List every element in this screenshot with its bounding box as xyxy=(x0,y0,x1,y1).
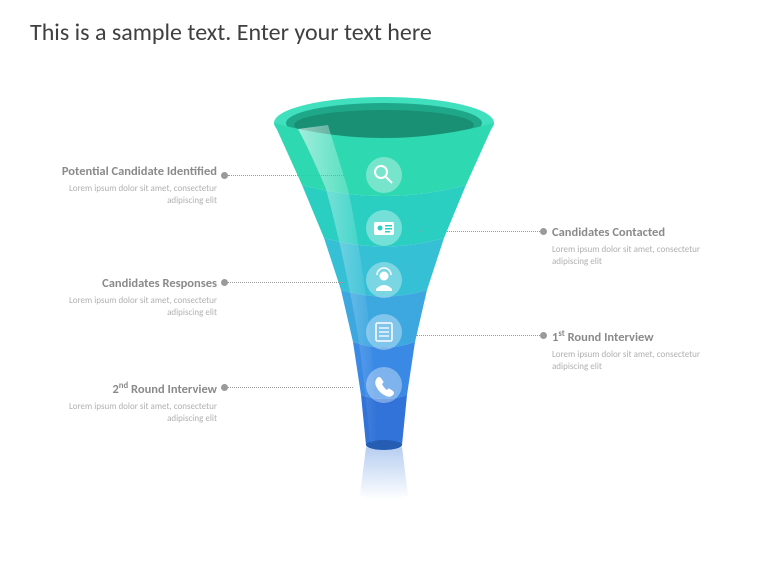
label-candidates-contacted: Candidates Contacted Lorem ipsum dolor s… xyxy=(552,225,737,268)
label-title: 1st Round Interview xyxy=(552,329,737,346)
funnel-diagram xyxy=(270,95,498,515)
leader-dot xyxy=(540,228,547,235)
leader-line xyxy=(228,387,353,388)
label-subtext: Lorem ipsum dolor sit amet, consectetur … xyxy=(552,349,737,373)
label-potential-candidate: Potential Candidate Identified Lorem ips… xyxy=(32,164,217,207)
label-title: 2nd Round Interview xyxy=(32,381,217,398)
label-subtext: Lorem ipsum dolor sit amet, consectetur … xyxy=(32,401,217,425)
label-subtext: Lorem ipsum dolor sit amet, consectetur … xyxy=(552,244,737,268)
segment-icon-search xyxy=(366,157,402,193)
segment-icon-phone xyxy=(366,367,402,403)
leader-dot xyxy=(221,279,228,286)
label-first-round-interview: 1st Round Interview Lorem ipsum dolor si… xyxy=(552,329,737,373)
label-title: Candidates Responses xyxy=(32,276,217,292)
segment-icon-checklist xyxy=(366,314,402,350)
leader-dot xyxy=(540,332,547,339)
label-candidates-responses: Candidates Responses Lorem ipsum dolor s… xyxy=(32,276,217,319)
leader-line xyxy=(228,282,343,283)
leader-line xyxy=(228,175,346,176)
leader-dot xyxy=(221,172,228,179)
leader-dot xyxy=(221,384,228,391)
label-subtext: Lorem ipsum dolor sit amet, consectetur … xyxy=(32,183,217,207)
label-subtext: Lorem ipsum dolor sit amet, consectetur … xyxy=(32,295,217,319)
label-title: Potential Candidate Identified xyxy=(32,164,217,180)
label-title: Candidates Contacted xyxy=(552,225,737,241)
page-title: This is a sample text. Enter your text h… xyxy=(30,18,432,47)
leader-line xyxy=(416,335,540,336)
label-second-round-interview: 2nd Round Interview Lorem ipsum dolor si… xyxy=(32,381,217,425)
segment-icon-person-headset xyxy=(366,262,402,298)
segment-icon-id-card xyxy=(366,210,402,246)
leader-line xyxy=(420,231,540,232)
